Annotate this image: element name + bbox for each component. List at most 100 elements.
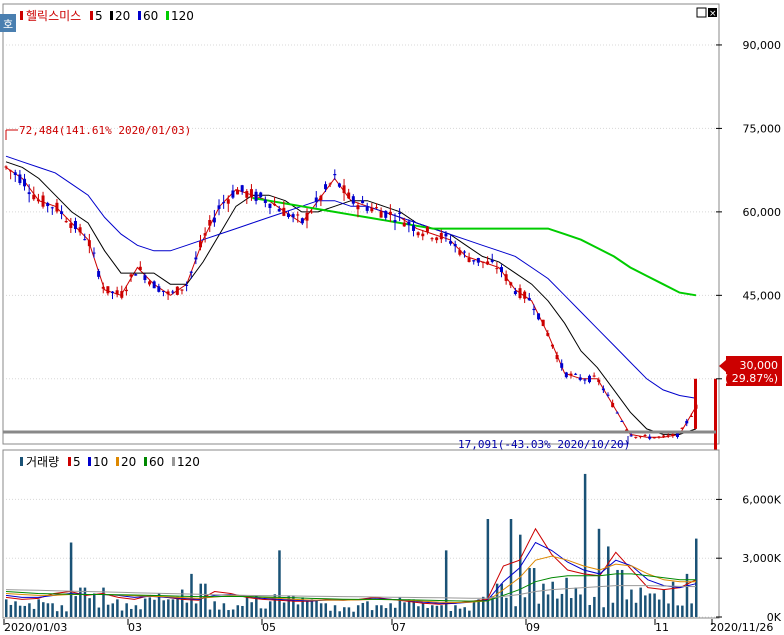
close-button[interactable] bbox=[708, 8, 717, 17]
volume-bar bbox=[579, 594, 582, 617]
volume-bar bbox=[657, 599, 661, 617]
volume-bar bbox=[171, 599, 175, 617]
volume-bar bbox=[412, 599, 416, 617]
volume-bar bbox=[60, 605, 64, 617]
candle-body bbox=[504, 274, 508, 281]
x-tick-label: 09 bbox=[526, 621, 540, 634]
candle-body bbox=[671, 433, 675, 437]
candle-body bbox=[249, 189, 253, 198]
candle-body bbox=[597, 379, 601, 383]
volume-bar bbox=[55, 611, 59, 617]
volume-bar bbox=[431, 605, 434, 617]
volume-bar bbox=[343, 607, 346, 617]
volume-bar bbox=[352, 611, 355, 617]
volume-bar bbox=[477, 599, 480, 617]
volume-bar bbox=[407, 599, 411, 617]
volume-bar bbox=[315, 600, 318, 617]
candle-body bbox=[601, 388, 605, 391]
candle-body bbox=[129, 274, 133, 277]
candle-body bbox=[143, 275, 147, 280]
x-tick-label: 2020/11/26 bbox=[710, 621, 773, 634]
volume-bar bbox=[695, 538, 698, 617]
volume-bar bbox=[23, 605, 27, 617]
current-price: 30,000 bbox=[740, 359, 779, 372]
candle-body bbox=[124, 289, 128, 292]
volume-bar bbox=[120, 610, 124, 617]
candle-body bbox=[101, 286, 105, 289]
candle-body bbox=[490, 260, 494, 262]
candle-body bbox=[398, 212, 402, 214]
badge-box[interactable] bbox=[0, 14, 16, 32]
candle-body bbox=[407, 221, 411, 225]
max-annotation: 72,484(141.61% 2020/01/03) bbox=[19, 124, 191, 137]
volume-bar bbox=[403, 602, 406, 617]
volume-bar bbox=[287, 595, 290, 617]
candle-body bbox=[46, 203, 50, 207]
volume-bar bbox=[468, 610, 471, 617]
volume-bar bbox=[157, 593, 161, 617]
candle-body bbox=[23, 178, 27, 187]
volume-bar bbox=[393, 607, 397, 617]
candle-body bbox=[347, 192, 351, 199]
volume-bar bbox=[250, 602, 253, 617]
volume-bar bbox=[458, 608, 462, 617]
candle-body bbox=[523, 291, 527, 299]
candle-body bbox=[537, 313, 541, 320]
candle-body bbox=[402, 222, 406, 227]
candle-body bbox=[518, 288, 522, 298]
volume-bar bbox=[97, 607, 101, 617]
volume-bar bbox=[620, 569, 624, 617]
legend-label-20: 20 bbox=[115, 9, 130, 23]
candle-body bbox=[314, 197, 318, 202]
volume-bar bbox=[74, 596, 77, 617]
volume-bar bbox=[625, 599, 629, 617]
candle-body bbox=[546, 333, 550, 336]
ma-line-120 bbox=[252, 197, 697, 297]
volume-bars bbox=[5, 473, 698, 617]
x-tick-label: 05 bbox=[262, 621, 276, 634]
candle-body bbox=[115, 290, 119, 295]
candle-body bbox=[231, 190, 235, 198]
volume-bar bbox=[264, 608, 267, 617]
volume-bar bbox=[65, 611, 68, 617]
restore-button[interactable] bbox=[696, 7, 707, 18]
candle-body bbox=[634, 436, 638, 438]
candle-body bbox=[32, 194, 36, 200]
candle-body bbox=[78, 227, 82, 233]
volume-bar bbox=[324, 603, 328, 617]
x-tick-label: 03 bbox=[128, 621, 142, 634]
volume-bar bbox=[426, 607, 429, 617]
volume-bar bbox=[389, 603, 392, 617]
volume-bar bbox=[37, 599, 40, 617]
volume-bar bbox=[241, 605, 244, 617]
volume-bar bbox=[143, 598, 147, 617]
candle-body bbox=[541, 319, 545, 327]
volume-bar bbox=[491, 596, 494, 617]
candle-body bbox=[393, 220, 397, 223]
badge-text[interactable]: 호 bbox=[3, 18, 13, 31]
x-tick-label: 07 bbox=[392, 621, 406, 634]
volume-bar bbox=[292, 595, 295, 617]
candle-body bbox=[194, 257, 198, 260]
candle-body bbox=[458, 250, 462, 255]
candle-body bbox=[648, 436, 652, 439]
volume-bar bbox=[46, 603, 50, 617]
candle-body bbox=[152, 281, 156, 289]
candle-body bbox=[592, 375, 596, 377]
candle-body bbox=[342, 185, 346, 194]
volume-bar bbox=[583, 473, 587, 617]
vlegend-marker-5 bbox=[68, 457, 71, 466]
candle-body bbox=[578, 377, 582, 380]
candle-body bbox=[4, 166, 8, 168]
candle-body bbox=[527, 297, 531, 301]
volume-bar bbox=[278, 550, 281, 617]
close-icon[interactable]: × bbox=[709, 9, 717, 19]
volume-bar bbox=[153, 599, 156, 617]
candle-body bbox=[476, 258, 480, 263]
candle-body bbox=[254, 191, 258, 201]
candle-body bbox=[555, 354, 559, 360]
volume-bar bbox=[421, 603, 425, 617]
volume-bar bbox=[69, 542, 73, 617]
